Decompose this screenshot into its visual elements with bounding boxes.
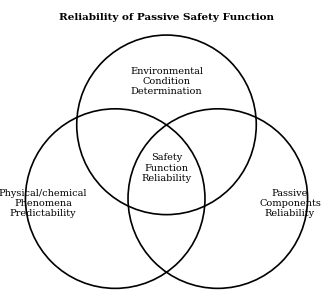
Text: Environmental
Condition
Determination: Environmental Condition Determination: [130, 67, 203, 96]
Text: Physical/chemical
Phenomena
Predictability: Physical/chemical Phenomena Predictabili…: [0, 188, 87, 218]
Text: Reliability of Passive Safety Function: Reliability of Passive Safety Function: [59, 13, 274, 22]
Text: Safety
Function
Reliability: Safety Function Reliability: [142, 153, 191, 183]
Text: Passive
Components
Reliability: Passive Components Reliability: [259, 188, 321, 218]
